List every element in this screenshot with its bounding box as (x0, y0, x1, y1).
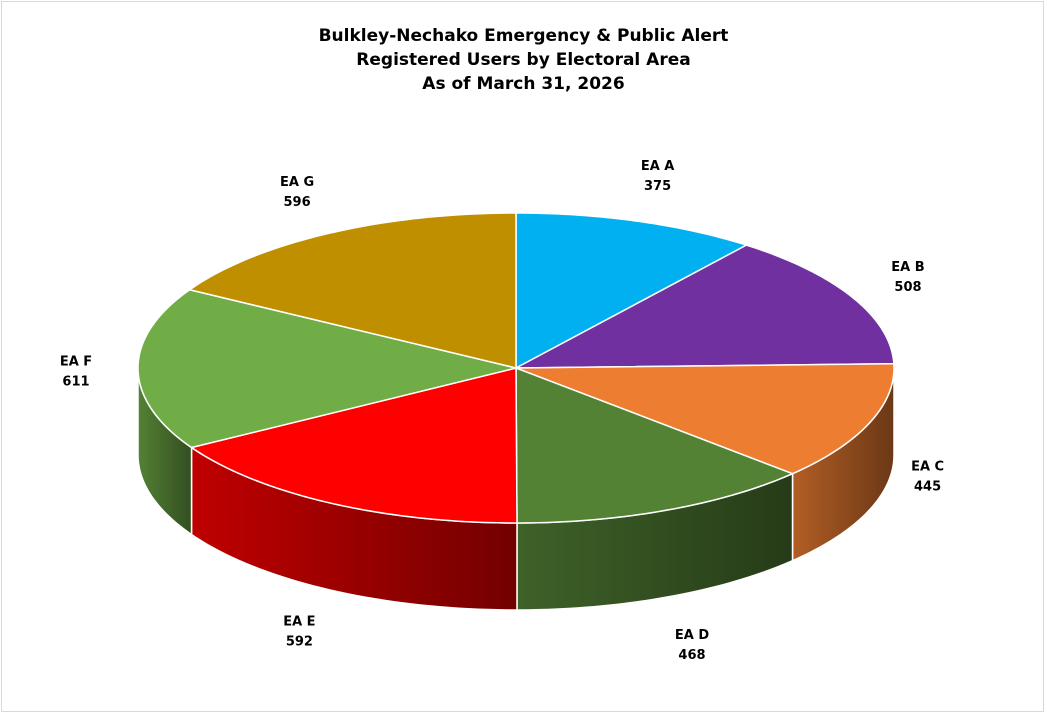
data-label-category: EA E (283, 615, 315, 630)
data-label-ea-b: EA B 508 (891, 260, 924, 295)
data-label-value: 508 (894, 280, 921, 295)
data-label-value: 375 (644, 179, 671, 194)
slice-ea-a (515, 212, 748, 369)
data-label-category: EA F (60, 354, 92, 369)
data-label-category: EA B (891, 260, 924, 275)
data-label-value: 596 (284, 195, 311, 210)
data-label-ea-f: EA F 611 (60, 354, 92, 389)
pie-slices (137, 212, 895, 524)
slice-ea-d (515, 367, 794, 524)
chart-title: Bulkley-Nechako Emergency & Public Alert… (0, 24, 1047, 96)
chart-title-line-2: Registered Users by Electoral Area (356, 50, 691, 70)
chart-title-line-1: Bulkley-Nechako Emergency & Public Alert (318, 26, 729, 46)
slice-ea-f (137, 289, 517, 449)
data-label-ea-e: EA E 592 (283, 615, 315, 650)
data-labels: EA A 375 EA B 508 EA C 445 EA D 468 EA E 592 EA F 6… (60, 159, 944, 663)
data-label-value: 468 (678, 648, 705, 663)
data-label-ea-c: EA C 445 (911, 459, 944, 494)
slice-ea-b (515, 244, 895, 369)
data-label-value: 592 (286, 635, 313, 650)
slice-ea-g (188, 212, 517, 369)
data-label-category: EA D (675, 628, 709, 643)
data-label-ea-d: EA D 468 (675, 628, 709, 663)
pie-sides (137, 367, 895, 611)
slice-ea-c (515, 362, 895, 475)
data-label-ea-g: EA G 596 (280, 175, 314, 210)
data-label-category: EA G (280, 175, 314, 190)
data-label-value: 445 (914, 479, 941, 494)
data-label-category: EA C (911, 459, 944, 474)
data-label-ea-a: EA A 375 (641, 159, 675, 194)
slice-ea-e (190, 367, 518, 524)
chart-title-line-3: As of March 31, 2026 (422, 74, 625, 94)
data-label-value: 611 (62, 374, 89, 389)
data-label-category: EA A (641, 159, 675, 174)
